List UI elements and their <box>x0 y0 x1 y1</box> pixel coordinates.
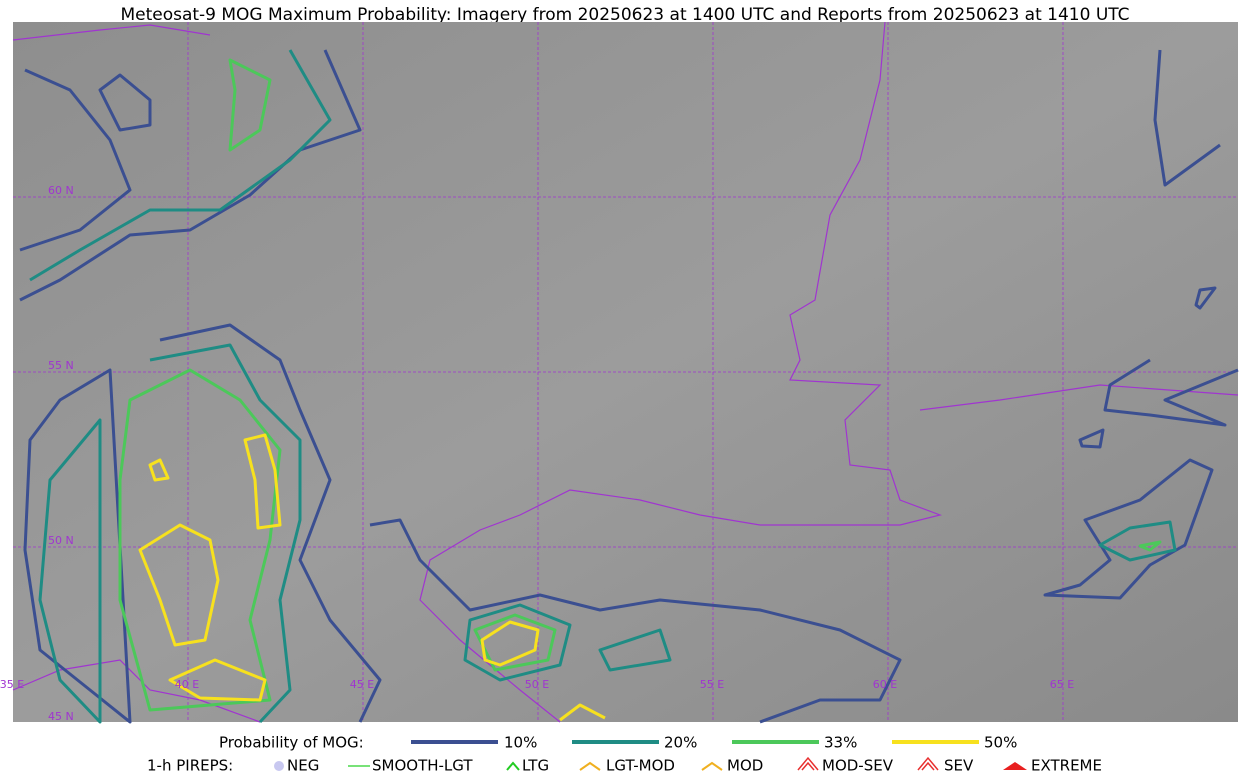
legend-symbol <box>917 756 939 771</box>
legend-label: 50% <box>984 734 1017 752</box>
contour-20 <box>598 628 672 672</box>
border <box>12 24 211 41</box>
title: Meteosat-9 MOG Maximum Probability: Imag… <box>120 5 1129 25</box>
lon-label: 35 E <box>0 678 24 691</box>
contour-33 <box>118 368 282 712</box>
legend-label: MOD-SEV <box>822 757 894 775</box>
contour-10 <box>1078 428 1105 449</box>
lon-label: 40 E <box>175 678 199 691</box>
contour-10 <box>1194 286 1217 310</box>
contour-50 <box>559 703 606 722</box>
map: 60 N 55 N 50 N 45 N 35 E 40 E 45 E 50 E … <box>0 21 1239 724</box>
lon-labels: 35 E 40 E 45 E 50 E 55 E 60 E 65 E <box>0 678 1074 691</box>
legend-label: 33% <box>824 734 857 752</box>
contour-20 <box>1098 520 1177 562</box>
contour-10 <box>19 49 362 302</box>
border <box>419 21 943 723</box>
contour-10 <box>369 518 902 724</box>
contour-50 <box>480 620 540 667</box>
legend-label: SMOOTH-LGT <box>372 757 473 775</box>
contour-33 <box>1138 540 1162 552</box>
legend-symbol <box>701 761 723 771</box>
legend-symbol <box>797 756 819 771</box>
contour-50 <box>148 458 170 482</box>
legend: Probability of MOG: 10% 20% 33% 50% 1-h … <box>147 734 1102 775</box>
legend-title: Probability of MOG: <box>219 734 364 752</box>
contour-10 <box>1043 458 1214 600</box>
legend-symbol <box>274 761 284 771</box>
contour-20 <box>29 49 332 282</box>
contour-50 <box>138 523 220 647</box>
contours <box>19 49 1239 724</box>
lon-label: 65 E <box>1050 678 1074 691</box>
lat-label: 50 N <box>48 534 74 547</box>
lat-label: 45 N <box>48 710 74 723</box>
legend-symbol <box>506 761 520 771</box>
contour-20 <box>38 343 302 724</box>
legend-label: 10% <box>504 734 537 752</box>
legend-label: LTG <box>522 757 549 775</box>
contour-10 <box>23 323 382 724</box>
contour-50 <box>243 433 282 530</box>
legend-title: 1-h PIREPS: <box>147 757 233 775</box>
legend-symbol <box>1003 762 1027 770</box>
lon-label: 55 E <box>700 678 724 691</box>
border <box>919 384 1239 411</box>
legend-label: SEV <box>944 757 974 775</box>
lon-label: 60 E <box>873 678 897 691</box>
legend-symbol <box>579 761 601 771</box>
legend-label: EXTREME <box>1031 757 1102 775</box>
lon-label: 50 E <box>525 678 549 691</box>
contour-50 <box>168 658 267 702</box>
legend-label: NEG <box>287 757 319 775</box>
lat-labels: 60 N 55 N 50 N 45 N <box>48 184 74 723</box>
lat-label: 60 N <box>48 184 74 197</box>
contour-10 <box>1103 358 1239 427</box>
contour-20 <box>463 603 572 682</box>
lat-label: 55 N <box>48 359 74 372</box>
contour-33 <box>228 58 272 152</box>
legend-label: LGT-MOD <box>606 757 675 775</box>
lon-label: 45 E <box>350 678 374 691</box>
contour-10 <box>1153 49 1221 187</box>
legend-label: MOD <box>727 757 763 775</box>
legend-label: 20% <box>664 734 697 752</box>
contour-10 <box>19 68 132 252</box>
contour-10 <box>98 73 152 132</box>
